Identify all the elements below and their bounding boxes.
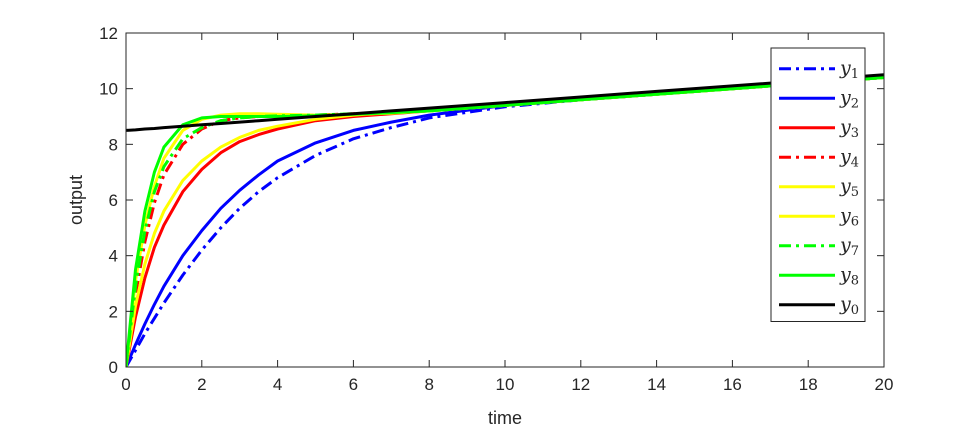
legend-label-base: y [839, 293, 851, 315]
legend-label-base: y [839, 145, 851, 167]
y-tick-label: 0 [109, 358, 118, 377]
legend-label-y6: y6 [839, 204, 859, 229]
legend-label-y8: y8 [839, 263, 859, 288]
legend-label-subscript: 0 [851, 303, 859, 318]
legend-label-subscript: 6 [851, 214, 859, 229]
legend-label-y2: y2 [839, 86, 859, 111]
legend-label-subscript: 4 [851, 155, 859, 170]
legend-label-subscript: 2 [851, 96, 859, 111]
y-tick-label: 4 [109, 247, 118, 266]
legend-label-y4: y4 [839, 145, 859, 170]
legend-label-subscript: 1 [851, 67, 859, 82]
series-line-y0 [126, 73, 884, 132]
legend-label-base: y [839, 57, 851, 79]
x-tick-label: 10 [496, 375, 515, 394]
legend-label-y1: y1 [839, 57, 859, 82]
legend-label-base: y [839, 86, 851, 108]
legend-label-subscript: 7 [851, 244, 859, 259]
series-line-y1 [126, 76, 884, 367]
x-tick-label: 14 [647, 375, 666, 394]
x-tick-label: 2 [197, 375, 206, 394]
y-tick-label: 6 [109, 191, 118, 210]
legend-label-subscript: 8 [851, 273, 859, 288]
series-layer [126, 73, 884, 367]
y-tick-label: 2 [109, 302, 118, 321]
legend-label-y7: y7 [839, 234, 859, 259]
legend-label-y3: y3 [839, 116, 859, 141]
legend-label-subscript: 3 [851, 126, 859, 141]
legend-label-subscript: 5 [851, 185, 859, 200]
series-line-y8 [126, 76, 884, 367]
x-tick-label: 12 [571, 375, 590, 394]
legend-label-y0: y0 [839, 293, 859, 318]
x-tick-label: 20 [875, 375, 894, 394]
x-tick-label: 16 [723, 375, 742, 394]
y-tick-label: 12 [99, 24, 118, 43]
legend-label-base: y [839, 263, 851, 285]
legend-label-base: y [839, 116, 851, 138]
x-axis-label: time [488, 408, 522, 428]
x-tick-label: 18 [799, 375, 818, 394]
legend-label-base: y [839, 234, 851, 256]
legend-label-base: y [839, 204, 851, 226]
y-tick-label: 10 [99, 80, 118, 99]
legend-label-y5: y5 [839, 175, 859, 200]
x-tick-label: 6 [349, 375, 358, 394]
series-line-y7 [126, 76, 884, 367]
legend-label-base: y [839, 175, 851, 197]
x-tick-label: 8 [424, 375, 433, 394]
y-tick-label: 8 [109, 135, 118, 154]
x-tick-label: 0 [121, 375, 130, 394]
x-tick-label: 4 [273, 375, 282, 394]
y-axis-label: output [66, 175, 86, 225]
